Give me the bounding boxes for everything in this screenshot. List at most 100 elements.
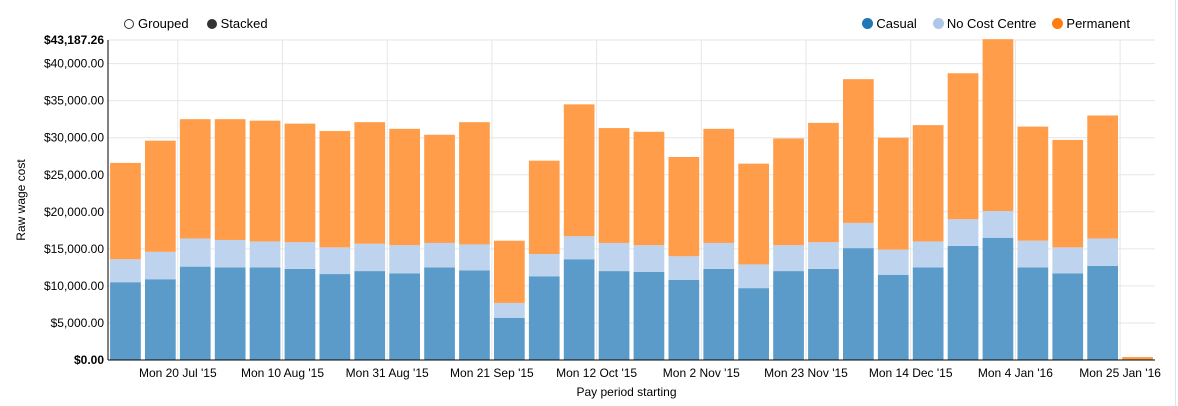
bar-segment-no-cost-centre[interactable] <box>389 245 421 274</box>
bar-segment-permanent[interactable] <box>214 119 246 240</box>
bar-segment-casual[interactable] <box>808 268 839 360</box>
bar-segment-permanent[interactable] <box>528 160 560 255</box>
legend-label: Permanent <box>1066 16 1130 31</box>
grouped-radio[interactable]: Grouped <box>124 16 189 31</box>
bar-segment-permanent[interactable] <box>912 125 944 242</box>
bar-segment-casual[interactable] <box>842 248 874 360</box>
bar-segment-no-cost-centre[interactable] <box>947 219 979 246</box>
panel-border <box>1175 0 1176 406</box>
bar-segment-casual[interactable] <box>912 267 944 360</box>
bar-segment-permanent[interactable] <box>877 137 909 250</box>
bar-segment-permanent[interactable] <box>144 140 176 252</box>
bar-segment-permanent[interactable] <box>808 122 839 243</box>
bar-segment-no-cost-centre[interactable] <box>982 211 1014 238</box>
bar-segment-permanent[interactable] <box>284 123 316 243</box>
bar-segment-casual[interactable] <box>668 279 700 360</box>
stacked-radio[interactable]: Stacked <box>206 16 268 31</box>
bar-segment-no-cost-centre[interactable] <box>493 302 525 318</box>
bar-segment-no-cost-centre[interactable] <box>284 242 316 269</box>
bar-segment-casual[interactable] <box>528 276 560 360</box>
bar-segment-permanent[interactable] <box>1017 126 1049 241</box>
bar-segment-casual[interactable] <box>633 271 665 360</box>
y-tick-label: $15,000.00 <box>44 242 104 256</box>
bar-segment-casual[interactable] <box>982 237 1014 360</box>
bar-segment-casual[interactable] <box>354 271 386 360</box>
bar-segment-permanent[interactable] <box>1052 139 1084 248</box>
bar-segment-no-cost-centre[interactable] <box>633 245 665 272</box>
bar-segment-casual[interactable] <box>773 271 804 360</box>
bar-segment-casual[interactable] <box>1052 273 1084 360</box>
bar-segment-permanent[interactable] <box>773 138 804 246</box>
bar-segment-casual[interactable] <box>493 317 525 360</box>
bar-segment-no-cost-centre[interactable] <box>703 242 735 269</box>
bar-segment-casual[interactable] <box>563 259 595 360</box>
bar-segment-casual[interactable] <box>877 274 909 360</box>
bar-segment-permanent[interactable] <box>459 122 490 245</box>
bar-segment-casual[interactable] <box>1087 265 1119 360</box>
bar-segment-permanent[interactable] <box>354 122 386 244</box>
bar-segment-no-cost-centre[interactable] <box>179 238 211 267</box>
bar-segment-no-cost-centre[interactable] <box>319 247 351 275</box>
bar-segment-casual[interactable] <box>459 270 490 360</box>
bar-segment-no-cost-centre[interactable] <box>598 242 630 272</box>
bar-segment-permanent[interactable] <box>1122 357 1153 360</box>
bar-segment-casual[interactable] <box>389 273 421 360</box>
bar-segment-casual[interactable] <box>947 245 979 360</box>
bar-segment-permanent[interactable] <box>1087 115 1119 239</box>
bar-segment-no-cost-centre[interactable] <box>808 242 839 269</box>
bar-segment-permanent[interactable] <box>424 134 455 243</box>
bar-segment-no-cost-centre[interactable] <box>563 236 595 260</box>
bar-segment-casual[interactable] <box>179 266 211 360</box>
bar-segment-no-cost-centre[interactable] <box>249 241 281 268</box>
bar-segment-permanent[interactable] <box>179 119 211 239</box>
bar-segment-no-cost-centre[interactable] <box>110 259 141 283</box>
bar-segment-no-cost-centre[interactable] <box>1087 238 1119 266</box>
bar-segment-casual[interactable] <box>1017 267 1049 360</box>
legend-item-permanent[interactable]: Permanent <box>1052 16 1130 31</box>
bar-segment-casual[interactable] <box>598 271 630 360</box>
bar-segment-permanent[interactable] <box>493 240 525 303</box>
bar-segment-casual[interactable] <box>110 282 141 360</box>
bar-segment-casual[interactable] <box>214 267 246 360</box>
bar-segment-permanent[interactable] <box>947 73 979 220</box>
bar-segment-no-cost-centre[interactable] <box>842 222 874 249</box>
bar-segment-permanent[interactable] <box>389 128 421 246</box>
bar-segment-permanent[interactable] <box>668 156 700 257</box>
x-tick-label: Mon 10 Aug '15 <box>241 366 324 380</box>
bar-segment-casual[interactable] <box>703 268 735 360</box>
bar-segment-no-cost-centre[interactable] <box>354 243 386 272</box>
legend-item-casual[interactable]: Casual <box>862 16 917 31</box>
bar-segment-permanent[interactable] <box>633 131 665 246</box>
bar-segment-casual[interactable] <box>284 268 316 360</box>
bar-segment-casual[interactable] <box>144 279 176 360</box>
bar-segment-permanent[interactable] <box>598 128 630 243</box>
bar-segment-no-cost-centre[interactable] <box>424 242 455 268</box>
bar-segment-casual[interactable] <box>738 288 770 360</box>
bar-segment-no-cost-centre[interactable] <box>668 256 700 280</box>
bar-segment-permanent[interactable] <box>110 162 141 260</box>
bar-segment-no-cost-centre[interactable] <box>1052 247 1084 274</box>
y-tick-label: $30,000.00 <box>44 131 104 145</box>
bar-segment-permanent[interactable] <box>319 131 351 248</box>
bar-segment-no-cost-centre[interactable] <box>877 249 909 275</box>
legend-item-no-cost-centre[interactable]: No Cost Centre <box>932 16 1036 31</box>
bar-segment-permanent[interactable] <box>703 128 735 243</box>
bar-segment-permanent[interactable] <box>982 39 1014 212</box>
bar-segment-permanent[interactable] <box>563 104 595 237</box>
bar-segment-casual[interactable] <box>319 274 351 360</box>
grouped-label: Grouped <box>138 16 189 31</box>
bar-segment-no-cost-centre[interactable] <box>144 251 176 280</box>
bar-segment-no-cost-centre[interactable] <box>528 254 560 277</box>
bar-segment-casual[interactable] <box>249 267 281 360</box>
bar-segment-permanent[interactable] <box>249 120 281 242</box>
bar-segment-casual[interactable] <box>424 267 455 360</box>
bar-segment-no-cost-centre[interactable] <box>773 245 804 272</box>
bar-segment-no-cost-centre[interactable] <box>1017 240 1049 268</box>
bar-segment-no-cost-centre[interactable] <box>214 239 246 268</box>
bar-segment-no-cost-centre[interactable] <box>912 241 944 268</box>
bar-segment-permanent[interactable] <box>842 79 874 223</box>
bar-segment-no-cost-centre[interactable] <box>459 244 490 271</box>
x-tick-label: Mon 20 Jul '15 <box>139 366 217 380</box>
bar-segment-permanent[interactable] <box>738 163 770 265</box>
bar-segment-no-cost-centre[interactable] <box>738 264 770 289</box>
